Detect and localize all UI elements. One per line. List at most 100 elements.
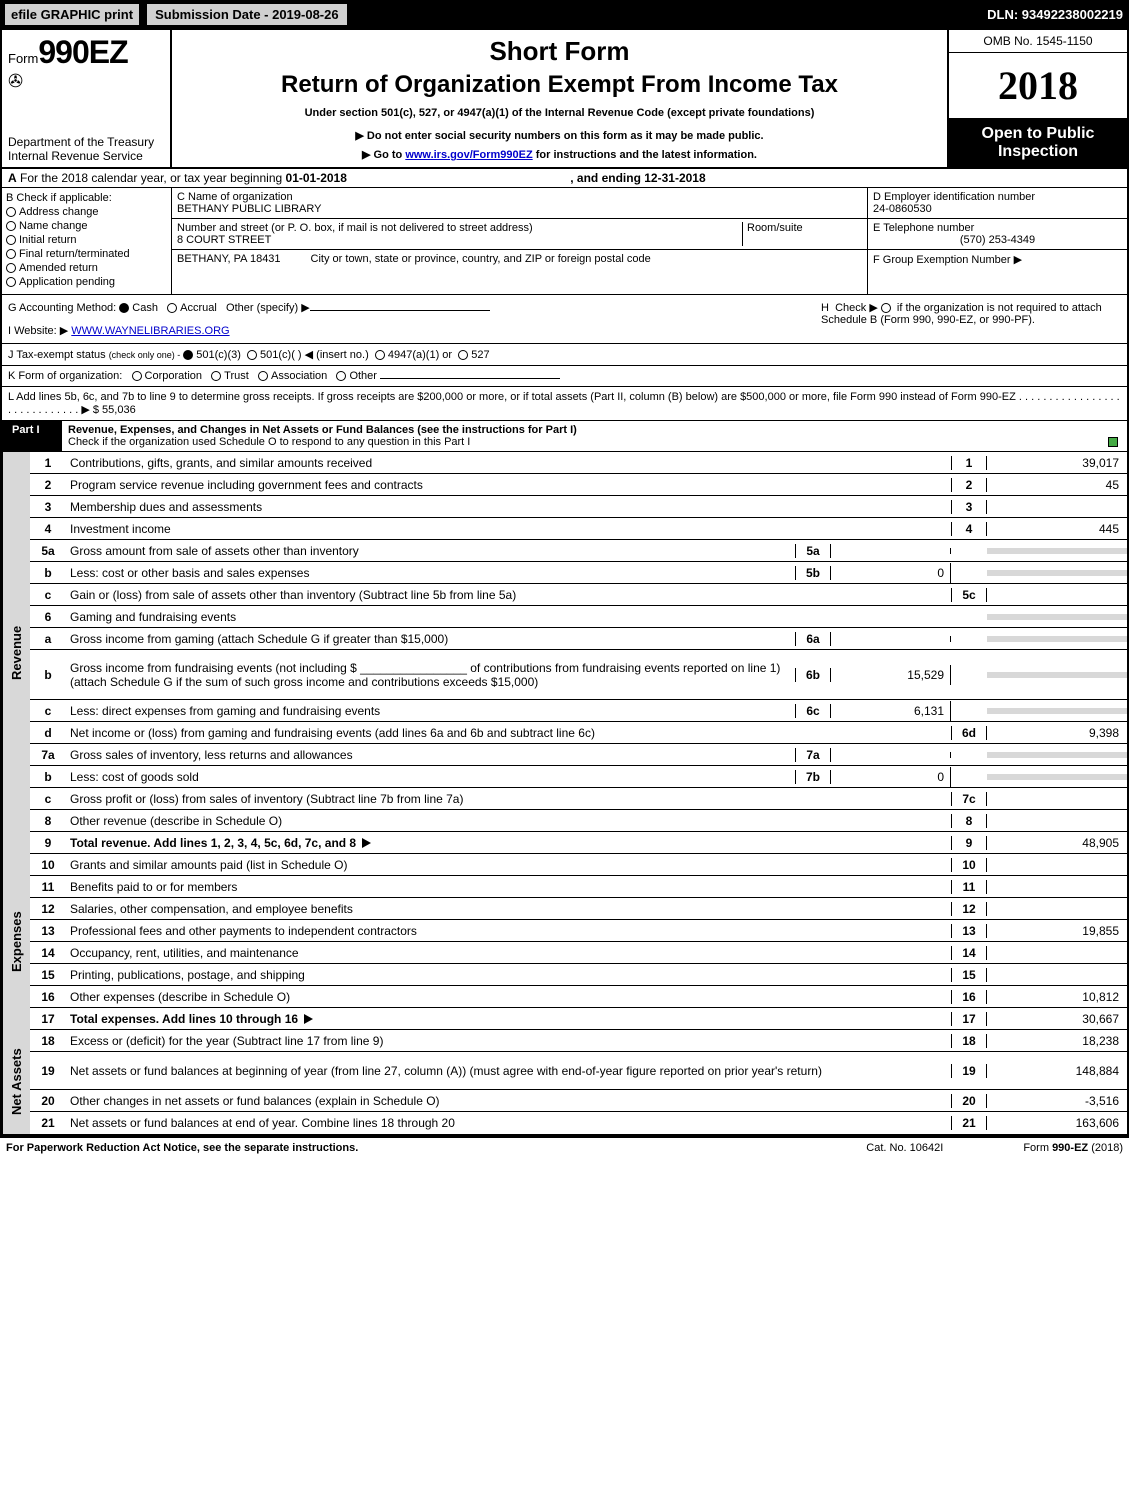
form-header: Form990EZ ✇ Department of the Treasury I… [2, 30, 1127, 169]
ln12-no: 12 [30, 899, 66, 919]
part1-schedule-o-checkbox[interactable] [1108, 437, 1118, 447]
part1-title: Revenue, Expenses, and Changes in Net As… [68, 424, 577, 436]
line-l-amount: $ 55,036 [93, 404, 136, 416]
omb-number: OMB No. 1545-1150 [949, 30, 1127, 53]
ln9-val: 48,905 [987, 833, 1127, 853]
j-501c-radio[interactable] [247, 350, 257, 360]
ln2-val: 45 [987, 475, 1127, 495]
ln11-num: 11 [951, 880, 987, 894]
ln7b-subval: 0 [831, 767, 951, 787]
cash-radio[interactable] [119, 303, 129, 313]
ln2-desc: Program service revenue including govern… [66, 475, 951, 495]
amended-return-label: Amended return [19, 262, 98, 274]
open-to-public: Open to Public Inspection [949, 119, 1127, 167]
irs-form-link[interactable]: www.irs.gov/Form990EZ [405, 149, 532, 161]
ln20-num: 20 [951, 1094, 987, 1108]
check-if-label: Check if applicable: [16, 192, 111, 204]
h-check-radio[interactable] [881, 303, 891, 313]
ln6b-subno: 6b [795, 668, 831, 682]
ln6b-desc: Gross income from fundraising events (no… [66, 658, 795, 692]
ln3-no: 3 [30, 497, 66, 517]
amended-return-radio[interactable] [6, 263, 16, 273]
ln7a-subno: 7a [795, 748, 831, 762]
ln7a-valshade [987, 752, 1127, 758]
other-specify-input[interactable] [310, 310, 490, 311]
e-phone-label: E Telephone number [873, 222, 1122, 234]
k-corp: Corporation [145, 370, 202, 382]
ln19-val: 148,884 [987, 1061, 1127, 1081]
ln18-num: 18 [951, 1034, 987, 1048]
ln6c-valshade [987, 708, 1127, 714]
ln8-num: 8 [951, 814, 987, 828]
room-suite-label: Room/suite [747, 222, 862, 234]
k-trust-radio[interactable] [211, 371, 221, 381]
j-4947-radio[interactable] [375, 350, 385, 360]
name-change-radio[interactable] [6, 221, 16, 231]
footer-left: For Paperwork Reduction Act Notice, see … [6, 1142, 358, 1154]
goto-note: ▶ Go to www.irs.gov/Form990EZ for instru… [182, 148, 937, 161]
section-b-right: D Employer identification number 24-0860… [867, 188, 1127, 294]
ln7c-desc: Gross profit or (loss) from sales of inv… [66, 789, 951, 809]
ln13-desc: Professional fees and other payments to … [66, 921, 951, 941]
short-form-title: Short Form [182, 36, 937, 67]
efile-print-button[interactable]: efile GRAPHIC print [4, 3, 140, 26]
org-name: BETHANY PUBLIC LIBRARY [177, 203, 862, 215]
ln2-num: 2 [951, 478, 987, 492]
ln7c-val [987, 796, 1127, 802]
name-change-label: Name change [19, 220, 88, 232]
dept-irs: Internal Revenue Service [8, 149, 164, 163]
ln3-num: 3 [951, 500, 987, 514]
addr-change-radio[interactable] [6, 207, 16, 217]
j-527-radio[interactable] [458, 350, 468, 360]
app-pending-radio[interactable] [6, 277, 16, 287]
j-527: 527 [471, 349, 489, 361]
j-sub: (check only one) - [109, 350, 181, 360]
k-assoc-radio[interactable] [258, 371, 268, 381]
ln21-val: 163,606 [987, 1113, 1127, 1133]
addr-label: Number and street (or P. O. box, if mail… [177, 222, 742, 234]
k-other-input[interactable] [380, 378, 560, 379]
ln19-num: 19 [951, 1064, 987, 1078]
ln5a-valshade [987, 548, 1127, 554]
ln10-val [987, 862, 1127, 868]
ln6c-no: c [30, 701, 66, 721]
line-g-h: G Accounting Method: Cash Accrual Other … [2, 295, 1127, 344]
part1-label: Part I [2, 421, 62, 451]
k-other: Other [349, 370, 377, 382]
initial-return-radio[interactable] [6, 235, 16, 245]
k-label: K Form of organization: [8, 370, 122, 382]
accrual-radio[interactable] [167, 303, 177, 313]
ln10-desc: Grants and similar amounts paid (list in… [66, 855, 951, 875]
section-b-mid: C Name of organization BETHANY PUBLIC LI… [172, 188, 867, 294]
ln16-num: 16 [951, 990, 987, 1004]
k-other-radio[interactable] [336, 371, 346, 381]
ln9-desc: Total revenue. Add lines 1, 2, 3, 4, 5c,… [66, 833, 951, 853]
h-check-text: Check ▶ [835, 302, 878, 314]
revenue-side-label: Revenue [2, 452, 30, 854]
ln7b-no: b [30, 767, 66, 787]
form-prefix: Form [8, 51, 38, 66]
ln6-no: 6 [30, 607, 66, 627]
final-return-radio[interactable] [6, 249, 16, 259]
ln6a-no: a [30, 629, 66, 649]
ln12-desc: Salaries, other compensation, and employ… [66, 899, 951, 919]
dept-treasury: Department of the Treasury [8, 135, 164, 149]
header-mid: Short Form Return of Organization Exempt… [172, 30, 947, 167]
ln13-val: 19,855 [987, 921, 1127, 941]
dln-label: DLN: 93492238002219 [987, 7, 1129, 22]
ln6d-num: 6d [951, 726, 987, 740]
j-501c3-radio[interactable] [183, 350, 193, 360]
ln5c-no: c [30, 585, 66, 605]
ln6a-subno: 6a [795, 632, 831, 646]
ln6d-no: d [30, 723, 66, 743]
ln7b-desc: Less: cost of goods sold [66, 767, 795, 787]
form-number: 990EZ [38, 34, 127, 70]
ln11-desc: Benefits paid to or for members [66, 877, 951, 897]
ln5a-subval [831, 548, 951, 554]
ln5b-desc: Less: cost or other basis and sales expe… [66, 563, 795, 583]
website-link[interactable]: WWW.WAYNELIBRARIES.ORG [71, 325, 229, 337]
ln6a-subval [831, 636, 951, 642]
ln5b-subno: 5b [795, 566, 831, 580]
ln17-num: 17 [951, 1012, 987, 1026]
k-corp-radio[interactable] [132, 371, 142, 381]
